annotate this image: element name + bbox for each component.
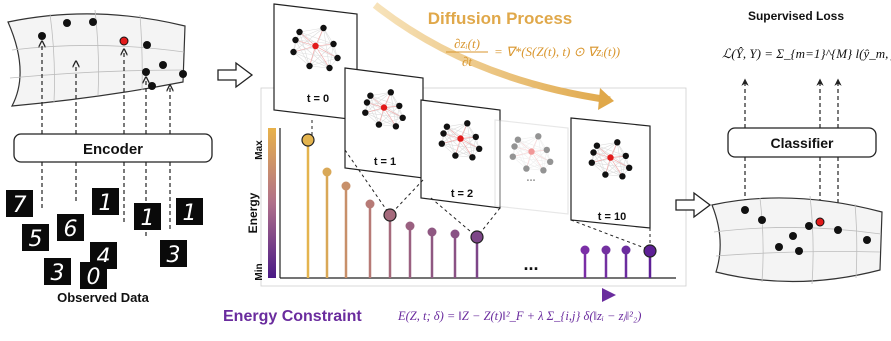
digit-tile: 3 (160, 240, 187, 268)
panel-2: t = 2 (420, 99, 501, 209)
panel-4: t = 10 (570, 117, 651, 229)
manifold-node (63, 19, 71, 27)
forward-arrow-icon (217, 61, 254, 89)
panel-connector (570, 219, 651, 251)
digit-label: 1 (141, 206, 155, 231)
digit-tile: 0 (80, 262, 107, 290)
diffusion-panels: t = 0 t = 1 t = 2... t = 10 (273, 3, 651, 251)
digit-label: 3 (167, 243, 181, 268)
manifold-node (89, 18, 97, 26)
output-manifold (711, 195, 883, 285)
panel-label: t = 1 (374, 156, 396, 168)
svg-text:Energy: Energy (246, 192, 260, 233)
digit-label: 7 (13, 193, 27, 218)
panel-label: ... (526, 172, 535, 184)
output-node-red (815, 217, 825, 227)
manifold-node (179, 70, 187, 78)
digit-label: 1 (99, 191, 113, 216)
diffusion-arrow (372, 2, 611, 104)
manifold-node (148, 82, 156, 90)
loss-title: Supervised Loss (748, 9, 844, 23)
energy-stem-head (341, 181, 351, 191)
digit-tile: 1 (92, 188, 119, 216)
digit-label: 5 (29, 227, 43, 252)
energy-stem-head (301, 133, 315, 147)
energy-constraint-title: Energy Constraint (223, 308, 362, 325)
digit-tile: 6 (57, 214, 84, 242)
svg-text:∂zᵢ(t): ∂zᵢ(t) (454, 36, 480, 51)
energy-stem-head (450, 229, 460, 239)
panel-connector (389, 179, 424, 216)
svg-text:Max: Max (254, 140, 265, 160)
energy-arrowhead-icon (602, 288, 616, 302)
energy-stem-head (427, 227, 437, 237)
diffusion-arrowhead-icon (598, 88, 614, 110)
energy-stems (301, 133, 657, 278)
svg-text:Min: Min (254, 263, 265, 280)
panel-connector (344, 149, 391, 216)
energy-stem-head (365, 199, 375, 209)
classifier-box: Classifier (727, 127, 877, 158)
digit-tile: 7 (6, 190, 33, 218)
digit-tile: 5 (22, 224, 49, 252)
encoder-label: Encoder (83, 141, 143, 158)
energy-stem-head (470, 230, 484, 244)
energy-stem-head (621, 245, 631, 255)
loss-equation: ℒ(Ŷ, Y) = Σ_{m=1}^{M} l(ŷ_m, y_m) (722, 46, 891, 61)
manifold-node (38, 32, 46, 40)
energy-ellipsis: ... (523, 254, 538, 274)
energy-stem-head (601, 245, 611, 255)
observed-data-label: Observed Data (57, 290, 150, 305)
panel-label: t = 0 (307, 93, 329, 105)
digit-tile: 1 (176, 198, 203, 226)
energy-stem-head (322, 167, 332, 177)
digit-label: 1 (183, 201, 197, 226)
diffusion-equation: ∂zᵢ(t) ∂t = ∇*(S(Z(t), t) ⊙ ∇zᵢ(t)) (446, 36, 620, 69)
panel-connector (430, 197, 478, 238)
classifier-label: Classifier (770, 135, 834, 151)
panel-label: t = 2 (451, 188, 473, 200)
input-manifold (7, 9, 187, 107)
energy-constraint-equation: E(Z, t; δ) = ‖Z − Z(t)‖²_F + λ Σ_{i,j} δ… (397, 309, 641, 323)
manifold-node (143, 41, 151, 49)
panel-label: t = 10 (598, 211, 626, 223)
panel-1: t = 1 (344, 67, 424, 179)
energy-stem-head (383, 208, 397, 222)
manifold-node (142, 68, 150, 76)
digit-tile: 3 (44, 258, 71, 286)
digit-label: 3 (51, 261, 65, 286)
digit-label: 0 (87, 265, 101, 290)
energy-stem-head (405, 221, 415, 231)
manifold-node-red (119, 36, 129, 46)
digit-tile: 1 (134, 203, 161, 231)
digit-label: 6 (64, 217, 78, 242)
encoder-box: Encoder (13, 133, 213, 163)
svg-text:∂t: ∂t (462, 54, 472, 69)
energy-stem-head (643, 244, 657, 258)
energy-stem-head (580, 245, 590, 255)
diffusion-title: Diffusion Process (428, 9, 573, 28)
output-arrow-icon (675, 191, 712, 219)
svg-text:= ∇*(S(Z(t), t) ⊙ ∇zᵢ(t)): = ∇*(S(Z(t), t) ⊙ ∇zᵢ(t)) (494, 44, 620, 59)
panel-3: ... (494, 119, 569, 215)
manifold-node (159, 61, 167, 69)
panel-0: t = 0 (273, 3, 358, 121)
